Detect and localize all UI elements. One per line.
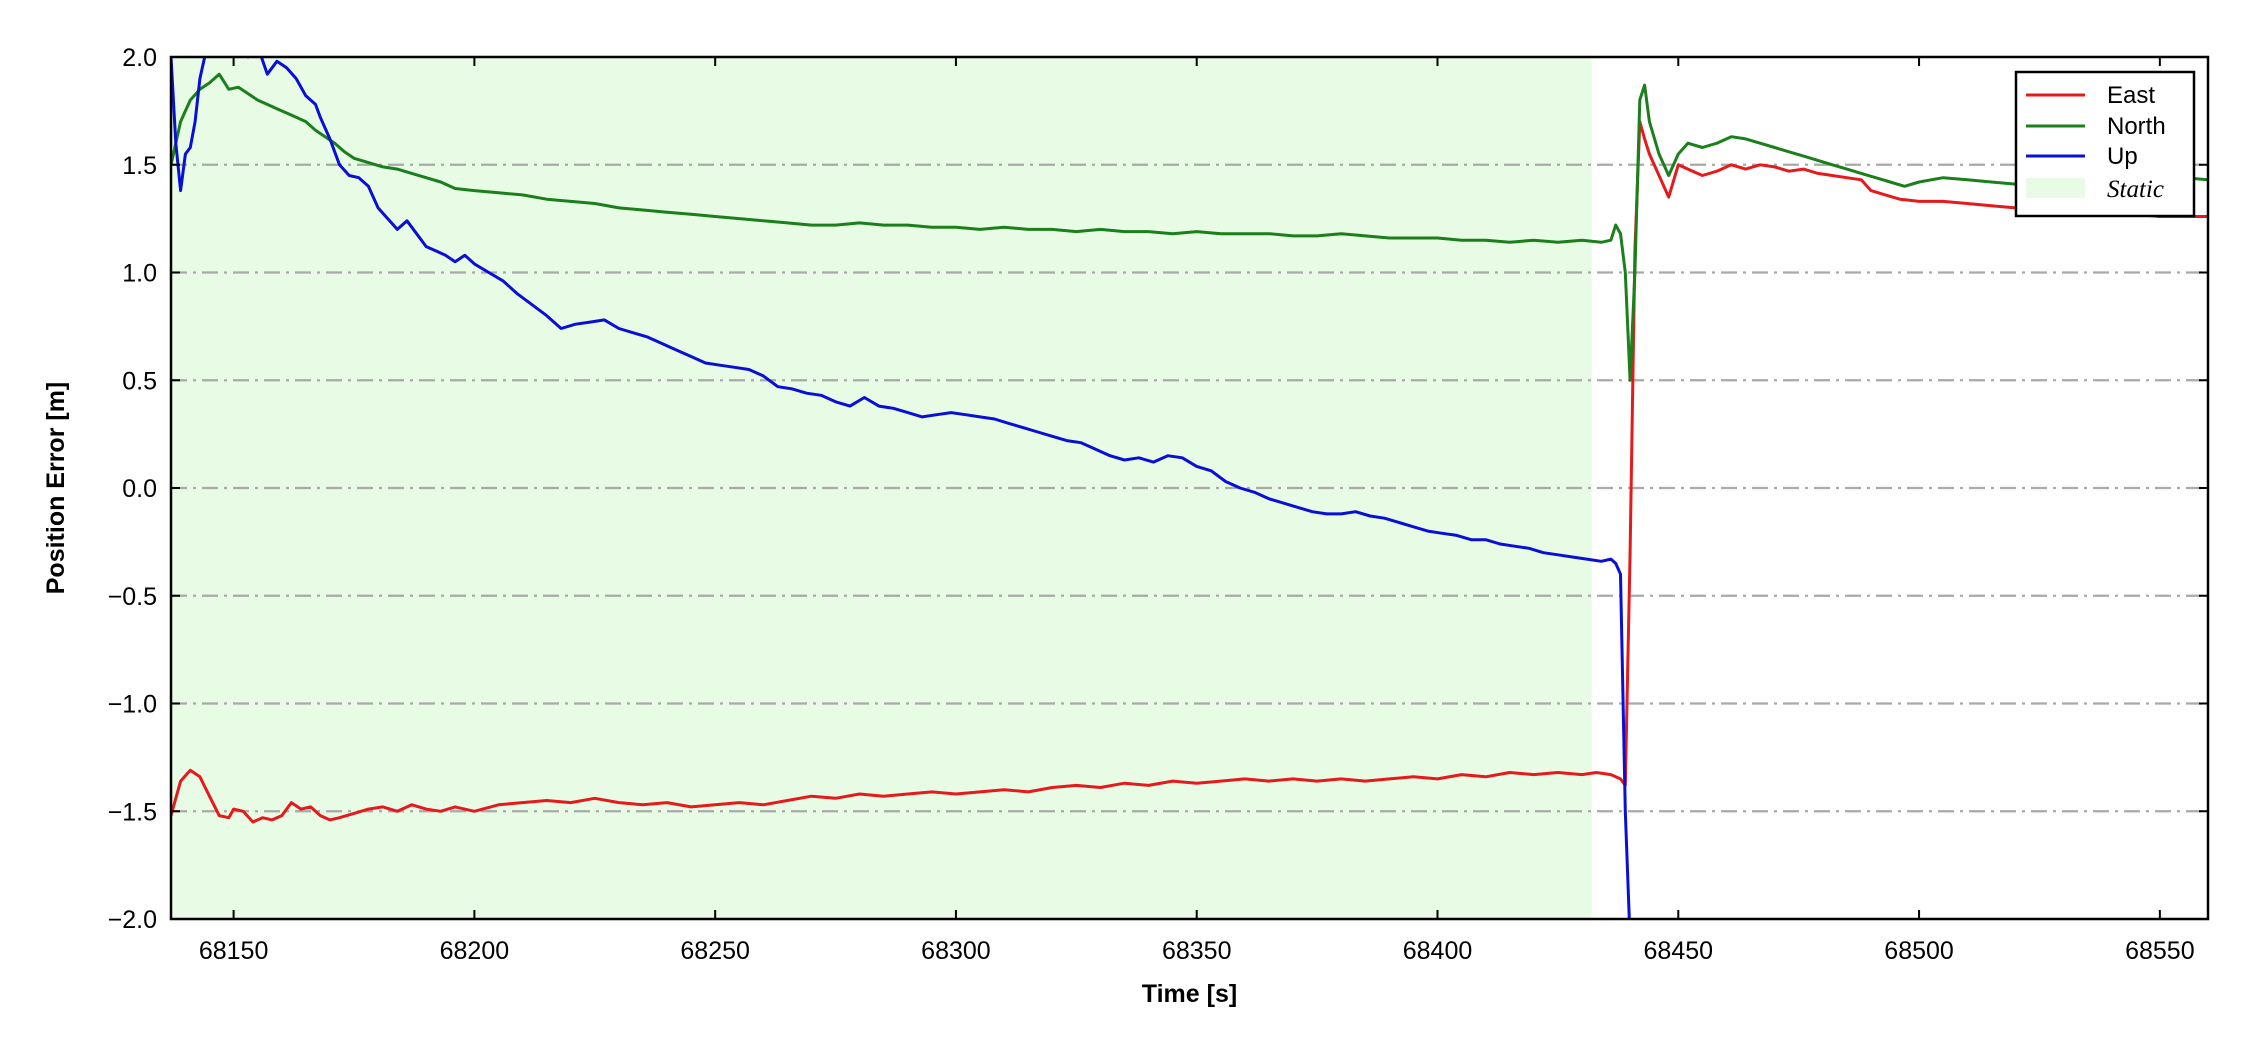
x-tick-label: 68400 bbox=[1403, 937, 1473, 965]
legend-label-east: East bbox=[2107, 82, 2155, 109]
y-axis-title: Position Error [m] bbox=[42, 382, 70, 595]
x-tick-label: 68150 bbox=[199, 937, 269, 965]
series-line-east bbox=[171, 120, 2208, 824]
grid-lines bbox=[171, 163, 2208, 813]
y-tick-label: −0.5 bbox=[108, 583, 157, 611]
y-tick-label: −1.5 bbox=[108, 798, 157, 826]
y-tick-label: 0.5 bbox=[122, 367, 157, 395]
legend-label-north: North bbox=[2107, 113, 2166, 140]
y-tick-label: −2.0 bbox=[108, 906, 157, 934]
static-region bbox=[171, 57, 1592, 919]
x-tick-label: 68500 bbox=[1884, 937, 1954, 965]
legend: East North Up Static bbox=[2014, 70, 2196, 218]
static-region-layer bbox=[171, 57, 1592, 919]
x-tick-label: 68450 bbox=[1644, 937, 1714, 965]
series-lines bbox=[171, 57, 2208, 919]
axis-ticks: 68150 68200 68250 68300 68350 68400 68450 68500… bbox=[108, 44, 2208, 965]
y-tick-label: −1.0 bbox=[108, 691, 157, 719]
series-line-up bbox=[171, 57, 1631, 919]
y-tick-label: 0.0 bbox=[122, 475, 157, 503]
legend-swatch-static bbox=[2026, 178, 2085, 198]
x-axis-title: Time [s] bbox=[1142, 980, 1237, 1008]
x-tick-label: 68300 bbox=[921, 937, 991, 965]
y-tick-label: 2.0 bbox=[122, 44, 157, 72]
legend-label-up: Up bbox=[2107, 143, 2138, 170]
y-tick-label: 1.5 bbox=[122, 152, 157, 180]
y-tick-label: 1.0 bbox=[122, 260, 157, 288]
series-line-north bbox=[171, 72, 2208, 382]
x-tick-label: 68350 bbox=[1162, 937, 1232, 965]
x-tick-label: 68250 bbox=[680, 937, 750, 965]
legend-label-static: Static bbox=[2107, 176, 2164, 203]
x-tick-label: 68200 bbox=[440, 937, 510, 965]
x-tick-label: 68550 bbox=[2125, 937, 2195, 965]
